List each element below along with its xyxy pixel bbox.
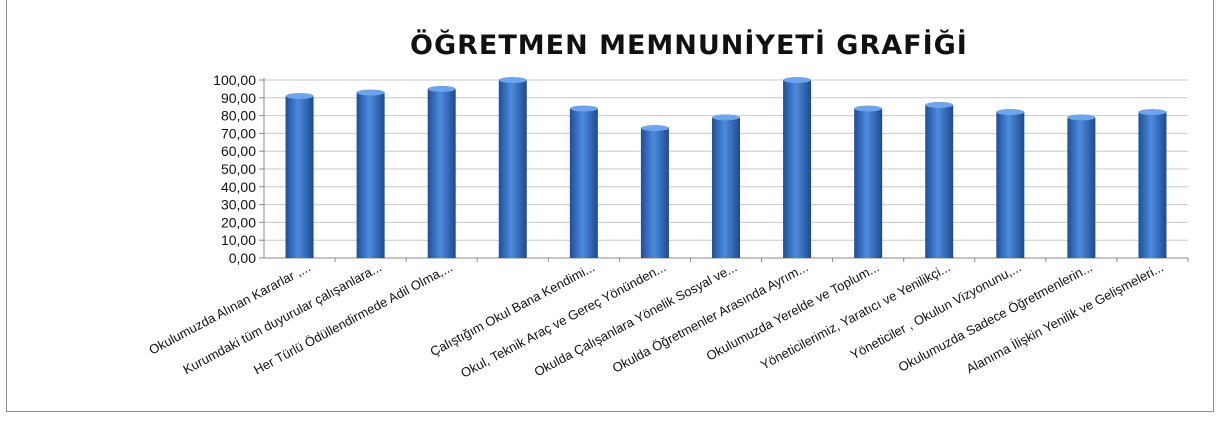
bar	[285, 96, 314, 259]
y-tick-label: 30,00	[221, 197, 256, 213]
bar-top	[427, 85, 456, 92]
bar-top	[356, 89, 385, 96]
bar-top	[1067, 114, 1096, 121]
bar	[712, 117, 740, 258]
y-tick-label: 70,00	[221, 125, 256, 141]
bar-top	[285, 93, 314, 100]
bar	[996, 112, 1025, 258]
y-tick-label: 100,00	[213, 72, 256, 88]
bar	[783, 80, 812, 258]
bar	[427, 88, 456, 259]
y-tick-label: 0,00	[229, 250, 256, 266]
bar-top	[640, 125, 669, 132]
bar-top	[925, 101, 954, 108]
bar-top	[1138, 109, 1167, 116]
bar-top	[498, 77, 527, 83]
bar	[925, 104, 954, 258]
bar	[1138, 112, 1167, 258]
bar-top	[854, 105, 883, 112]
y-tick-label: 10,00	[221, 232, 256, 248]
y-tick-label: 60,00	[221, 143, 256, 159]
y-tick-label: 50,00	[221, 161, 256, 177]
bar-top	[569, 105, 598, 112]
chart-title: ÖĞRETMEN MEMNUNİYETİ GRAFİĞİ	[410, 30, 968, 61]
y-tick-label: 40,00	[221, 179, 256, 195]
bar-top	[783, 77, 812, 83]
bar	[356, 92, 385, 259]
bar	[498, 80, 527, 258]
bar	[640, 128, 669, 258]
bar-top	[712, 114, 740, 121]
bar	[1067, 117, 1096, 258]
y-tick-label: 90,00	[221, 90, 256, 106]
y-tick-label: 20,00	[221, 214, 256, 230]
bar	[569, 108, 598, 258]
bar	[854, 108, 883, 258]
bar-top	[996, 109, 1025, 116]
y-tick-label: 80,00	[221, 108, 256, 124]
